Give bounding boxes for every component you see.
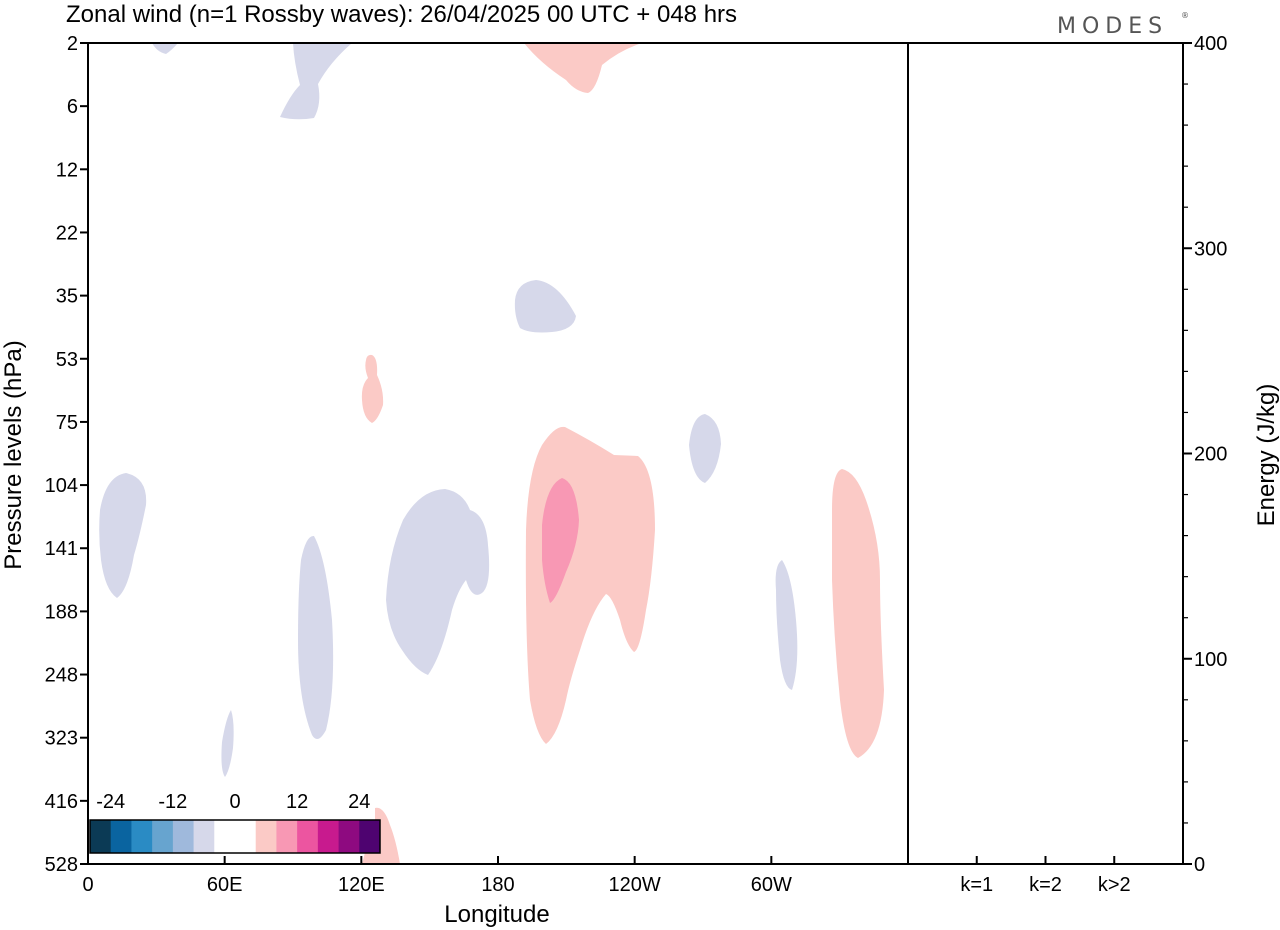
neg-region-1 <box>152 43 178 54</box>
pos-region-2 <box>361 354 384 423</box>
y-tick-label: 6 <box>67 96 78 118</box>
modes-logo: MODES <box>1057 14 1168 39</box>
plot-background <box>88 43 908 864</box>
colorbar-tick-label: 24 <box>348 791 370 813</box>
colorbar-swatch <box>338 820 360 853</box>
y-axis-ticks: 2 6 12 22 35 53 75 104 141 188 248 323 416 528 <box>45 33 88 876</box>
neg-region-5 <box>99 473 147 598</box>
pos-region-4 <box>542 478 579 603</box>
colorbar-swatch <box>297 820 319 853</box>
colorbar-swatch <box>110 820 132 853</box>
y-tick-label: 22 <box>56 222 78 244</box>
colorbar: -24 -12 0 12 24 <box>89 791 381 854</box>
colorbar-swatch <box>131 820 153 853</box>
y-tick-label: 104 <box>45 475 78 497</box>
neg-region-6 <box>298 535 334 739</box>
neg-region-8 <box>386 489 490 675</box>
energy-category-label: k=1 <box>960 874 993 896</box>
energy-tick-label: 100 <box>1194 649 1227 671</box>
colorbar-tick-label: 12 <box>286 791 308 813</box>
energy-x-ticks: k=1 k=2 k>2 <box>960 856 1131 896</box>
colorbar-swatches <box>90 820 381 853</box>
x-tick-label: 120E <box>338 874 385 896</box>
energy-panel: 0 100 200 300 400 k=1 k=2 k>2 Energy (J/kg) <box>908 33 1280 896</box>
y-tick-label: 323 <box>45 728 78 750</box>
energy-tick-label: 0 <box>1194 854 1205 876</box>
energy-tick-label: 300 <box>1194 238 1227 260</box>
logo-registered-mark: ® <box>1181 11 1189 20</box>
x-tick-label: 180 <box>481 874 514 896</box>
neg-region-9 <box>775 560 798 690</box>
energy-axis-label: Energy (J/kg) <box>1253 384 1280 527</box>
main-contour-plot: 0 60E 120E 180 120W 60W 2 6 12 22 35 53 75 104 141 188… <box>0 33 909 928</box>
energy-y-ticks: 0 100 200 300 400 <box>1183 33 1227 876</box>
neg-region-7 <box>221 710 234 777</box>
x-tick-label: 60W <box>751 874 792 896</box>
x-axis-label: Longitude <box>444 901 549 928</box>
colorbar-swatch <box>276 820 298 853</box>
colorbar-swatch <box>172 820 194 853</box>
chart-title: Zonal wind (n=1 Rossby waves): 26/04/202… <box>66 1 737 28</box>
y-tick-label: 528 <box>45 854 78 876</box>
colorbar-swatch <box>317 820 339 853</box>
y-tick-label: 75 <box>56 412 78 434</box>
energy-tick-label: 200 <box>1194 444 1227 466</box>
neg-region-2 <box>280 43 352 120</box>
colorbar-tick-label: -12 <box>158 791 187 813</box>
pos-region-5 <box>832 469 884 758</box>
x-axis-ticks: 0 60E 120E 180 120W 60W <box>82 856 792 896</box>
x-tick-label: 0 <box>82 874 93 896</box>
colorbar-swatch <box>214 820 236 853</box>
neg-region-4 <box>689 414 721 483</box>
x-tick-label: 60E <box>207 874 243 896</box>
y-tick-label: 35 <box>56 286 78 308</box>
x-tick-label: 120W <box>609 874 661 896</box>
colorbar-tick-labels: -24 -12 0 12 24 <box>96 791 370 813</box>
colorbar-frame <box>89 819 381 854</box>
colorbar-swatch <box>235 820 257 853</box>
colorbar-swatch <box>359 820 381 853</box>
neg-region-3 <box>514 280 576 333</box>
energy-category-label: k>2 <box>1098 874 1131 896</box>
y-tick-label: 416 <box>45 791 78 813</box>
colorbar-tick-label: 0 <box>229 791 240 813</box>
colorbar-swatch <box>152 820 174 853</box>
y-tick-label: 188 <box>45 601 78 623</box>
y-tick-label: 141 <box>45 538 78 560</box>
colorbar-swatch <box>90 820 112 853</box>
colorbar-swatch <box>193 820 215 853</box>
y-tick-label: 53 <box>56 349 78 371</box>
y-axis-label: Pressure levels (hPa) <box>0 340 27 569</box>
y-tick-label: 12 <box>56 159 78 181</box>
energy-category-label: k=2 <box>1029 874 1062 896</box>
y-tick-label: 2 <box>67 33 78 55</box>
energy-tick-label: 400 <box>1194 33 1227 55</box>
y-tick-label: 248 <box>45 665 78 687</box>
colorbar-swatch <box>255 820 277 853</box>
colorbar-tick-label: -24 <box>96 791 125 813</box>
pos-region-1 <box>524 43 642 93</box>
